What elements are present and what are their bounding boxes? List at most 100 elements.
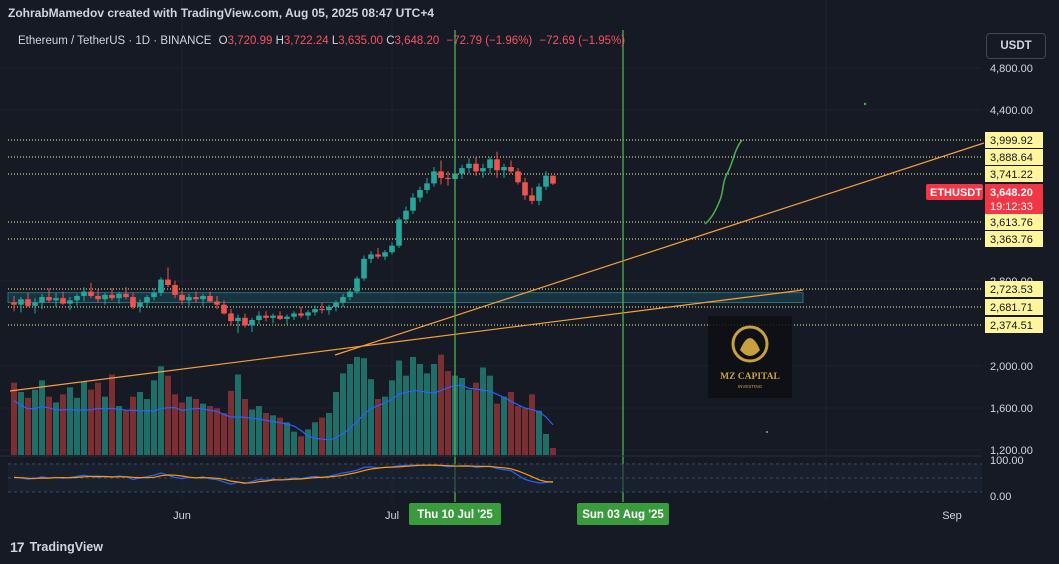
candle-body bbox=[221, 304, 227, 314]
candle-body bbox=[396, 219, 402, 246]
candle-body bbox=[494, 159, 500, 171]
level-label-bg bbox=[985, 299, 1043, 315]
candle-body bbox=[480, 168, 486, 172]
level-label-bg bbox=[985, 317, 1043, 333]
volume-bar bbox=[522, 408, 528, 455]
volume-bar bbox=[305, 429, 311, 455]
candle-body bbox=[214, 301, 220, 305]
trendlines[interactable] bbox=[9, 102, 985, 433]
volume-bar bbox=[550, 448, 556, 455]
volume-bar bbox=[25, 397, 31, 455]
volume-bar bbox=[424, 373, 430, 455]
level-label-bg bbox=[985, 214, 1043, 230]
candle-body bbox=[487, 159, 493, 169]
close-label: C bbox=[386, 35, 395, 47]
rsi-d-line bbox=[13, 464, 554, 484]
candle-body bbox=[326, 306, 332, 311]
volume-bar bbox=[291, 431, 297, 455]
candle-body bbox=[459, 168, 465, 174]
level-label: 3,741.22 bbox=[990, 169, 1033, 181]
candle-body bbox=[508, 167, 514, 172]
volume-bar bbox=[81, 381, 87, 455]
volume-bar bbox=[116, 406, 122, 455]
candlesticks[interactable] bbox=[11, 151, 556, 334]
candle-body bbox=[522, 182, 528, 196]
volume-bar bbox=[221, 413, 227, 455]
open-label: O bbox=[218, 35, 228, 47]
currency-button[interactable]: USDT bbox=[986, 33, 1046, 59]
time-axis[interactable]: Thu 10 Jul '25 Sun 03 Aug '25 Jun Jul Sep bbox=[173, 503, 962, 525]
candle-body bbox=[319, 309, 325, 311]
open-value: 3,720.99 bbox=[227, 35, 273, 47]
candle-body bbox=[102, 294, 108, 300]
mz-capital-logo: MZ CAPITAL INVESTING bbox=[708, 316, 792, 398]
candle-body bbox=[291, 313, 297, 317]
volume-bar bbox=[333, 392, 339, 455]
volume-bar bbox=[382, 396, 388, 455]
volume-bar bbox=[459, 378, 465, 455]
tradingview-logo-icon: 17 bbox=[10, 539, 25, 555]
candle-body bbox=[172, 285, 178, 295]
volume-bar bbox=[284, 422, 290, 455]
vertical-marker-label: Thu 10 Jul '25 bbox=[417, 509, 493, 521]
high-value: 3,722.24 bbox=[283, 35, 329, 47]
change-value-2: −72.69 (−1.95%) bbox=[539, 35, 626, 47]
long-trendline bbox=[9, 289, 804, 392]
candle-body bbox=[284, 316, 290, 319]
volume-bar bbox=[270, 415, 276, 455]
price-tick-label: 4,400.00 bbox=[990, 105, 1033, 117]
volume-bar bbox=[515, 406, 521, 455]
volume-bar bbox=[53, 402, 59, 455]
price-axis[interactable]: 4,800.004,400.002,800.002,000.001,600.00… bbox=[926, 63, 1043, 503]
candle-body bbox=[256, 315, 262, 320]
volume-bar bbox=[438, 354, 444, 455]
candle-body bbox=[333, 302, 339, 307]
candle-body bbox=[312, 309, 318, 313]
volume-bar bbox=[368, 379, 374, 455]
vertical-marker-label-bg bbox=[409, 503, 501, 525]
candle-body bbox=[536, 186, 542, 201]
volume-bar bbox=[179, 402, 185, 455]
volume-bar bbox=[361, 358, 367, 455]
candle-body bbox=[67, 300, 73, 304]
candle-body bbox=[249, 320, 255, 326]
level-label: 3,363.76 bbox=[990, 234, 1033, 246]
candle-body bbox=[382, 252, 388, 257]
logo-subtext: INVESTING bbox=[738, 384, 763, 389]
volume-bar bbox=[39, 380, 45, 455]
candle-body bbox=[165, 279, 171, 286]
volume-bar bbox=[151, 380, 157, 455]
candle-body bbox=[431, 171, 437, 184]
tradingview-footer[interactable]: 17 TradingView bbox=[10, 539, 103, 555]
volume-bar bbox=[102, 396, 108, 455]
price-tick-label: 2,000.00 bbox=[990, 361, 1033, 373]
volume-bar bbox=[67, 387, 73, 455]
symbol-title[interactable]: Ethereum / TetherUS · 1D · BINANCE bbox=[18, 35, 212, 47]
volume-bar bbox=[494, 403, 500, 455]
volume-bar bbox=[88, 389, 94, 455]
candle-body bbox=[109, 294, 115, 299]
volume-bar bbox=[431, 364, 437, 455]
candle-body bbox=[53, 298, 59, 301]
time-tick-label: Jul bbox=[385, 510, 399, 522]
vertical-markers[interactable] bbox=[454, 30, 624, 502]
candle-body bbox=[298, 313, 304, 316]
volume-bar bbox=[60, 394, 66, 455]
volume-bar bbox=[445, 371, 451, 455]
volume-bar bbox=[326, 413, 332, 455]
level-label-bg bbox=[985, 281, 1043, 297]
candle-body bbox=[25, 299, 31, 306]
candle-body bbox=[424, 183, 430, 190]
candle-body bbox=[207, 295, 213, 302]
time-tick-label: Jun bbox=[173, 510, 191, 522]
volume-bar bbox=[235, 374, 241, 455]
projection-path bbox=[704, 139, 743, 225]
rsi-tick-label: 100.00 bbox=[990, 455, 1024, 467]
support-zone bbox=[7, 292, 804, 304]
volume-bar bbox=[487, 375, 493, 455]
ohlc-legend: Ethereum / TetherUS · 1D · BINANCE O3,72… bbox=[18, 35, 625, 47]
candle-body bbox=[200, 295, 206, 300]
candle-body bbox=[151, 292, 157, 298]
candle-body bbox=[501, 167, 507, 171]
